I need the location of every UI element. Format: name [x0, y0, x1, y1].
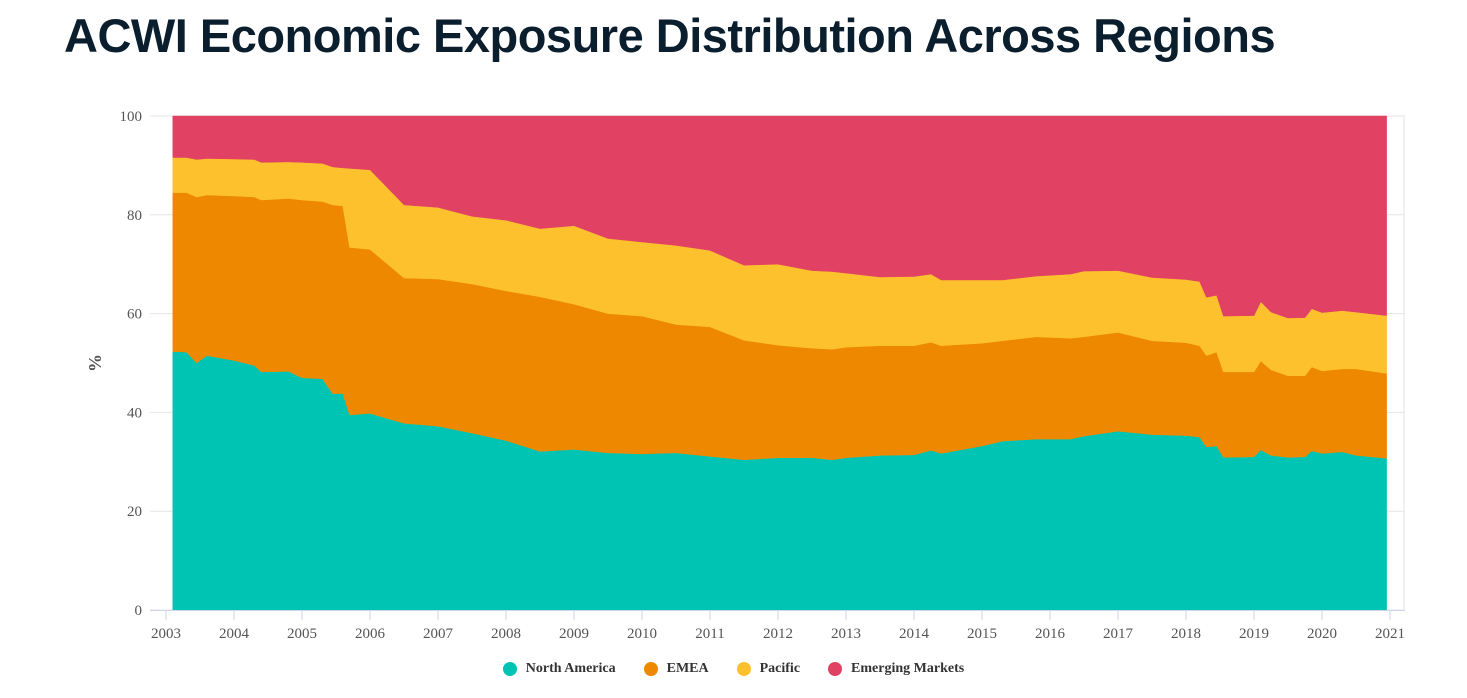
x-tick-label: 2011 [695, 626, 724, 642]
legend-label: EMEA [666, 661, 709, 676]
axes: 0 20 40 60 80 100 2003 2004 2005 2006 2007 2008 2009… [120, 109, 1405, 642]
legend-dot-icon [736, 662, 751, 676]
legend-label: Pacific [759, 661, 801, 676]
y-tick-label: 80 [127, 208, 142, 224]
legend-label: North America [525, 661, 616, 676]
x-tick-label: 2010 [627, 626, 657, 642]
area-emerging-markets[interactable] [172, 115, 1387, 319]
y-tick-label: 20 [127, 504, 142, 520]
y-tick-label: 0 [135, 603, 143, 619]
x-tick-label: 2019 [1239, 626, 1269, 642]
legend-dot-icon [828, 662, 843, 676]
series-areas [172, 115, 1387, 611]
legend-dot-icon [643, 662, 658, 676]
x-tick-label: 2006 [355, 626, 386, 642]
legend-item-emerging-markets[interactable]: Emerging Markets [828, 661, 964, 677]
x-tick-label: 2021 [1375, 626, 1405, 642]
x-tick-label: 2018 [1171, 626, 1201, 642]
legend: North America EMEA Pacific Emerging Markets [0, 661, 1467, 677]
x-tick-label: 2015 [967, 626, 997, 642]
x-tick-label: 2020 [1307, 626, 1337, 642]
y-tick-label: 100 [120, 109, 143, 125]
legend-label: Emerging Markets [851, 661, 965, 676]
legend-item-emea[interactable]: EMEA [643, 661, 709, 677]
y-tick-label: 60 [127, 307, 142, 323]
x-tick-label: 2003 [151, 626, 181, 642]
x-tick-label: 2012 [763, 626, 793, 642]
x-tick-label: 2013 [831, 626, 861, 642]
page-title: ACWI Economic Exposure Distribution Acro… [64, 9, 1276, 62]
x-tick-label: 2007 [423, 626, 454, 642]
x-tick-label: 2016 [1035, 626, 1066, 642]
y-axis-label: % [85, 354, 105, 372]
legend-dot-icon [502, 662, 517, 676]
legend-item-north-america[interactable]: North America [502, 661, 616, 677]
x-tick-label: 2005 [287, 626, 317, 642]
x-tick-label: 2008 [491, 626, 521, 642]
legend-item-pacific[interactable]: Pacific [736, 661, 801, 677]
x-tick-label: 2009 [559, 626, 589, 642]
x-tick-label: 2014 [899, 626, 930, 642]
x-tick-label: 2004 [219, 626, 250, 642]
x-tick-label: 2017 [1103, 626, 1134, 642]
y-tick-label: 40 [127, 405, 142, 421]
